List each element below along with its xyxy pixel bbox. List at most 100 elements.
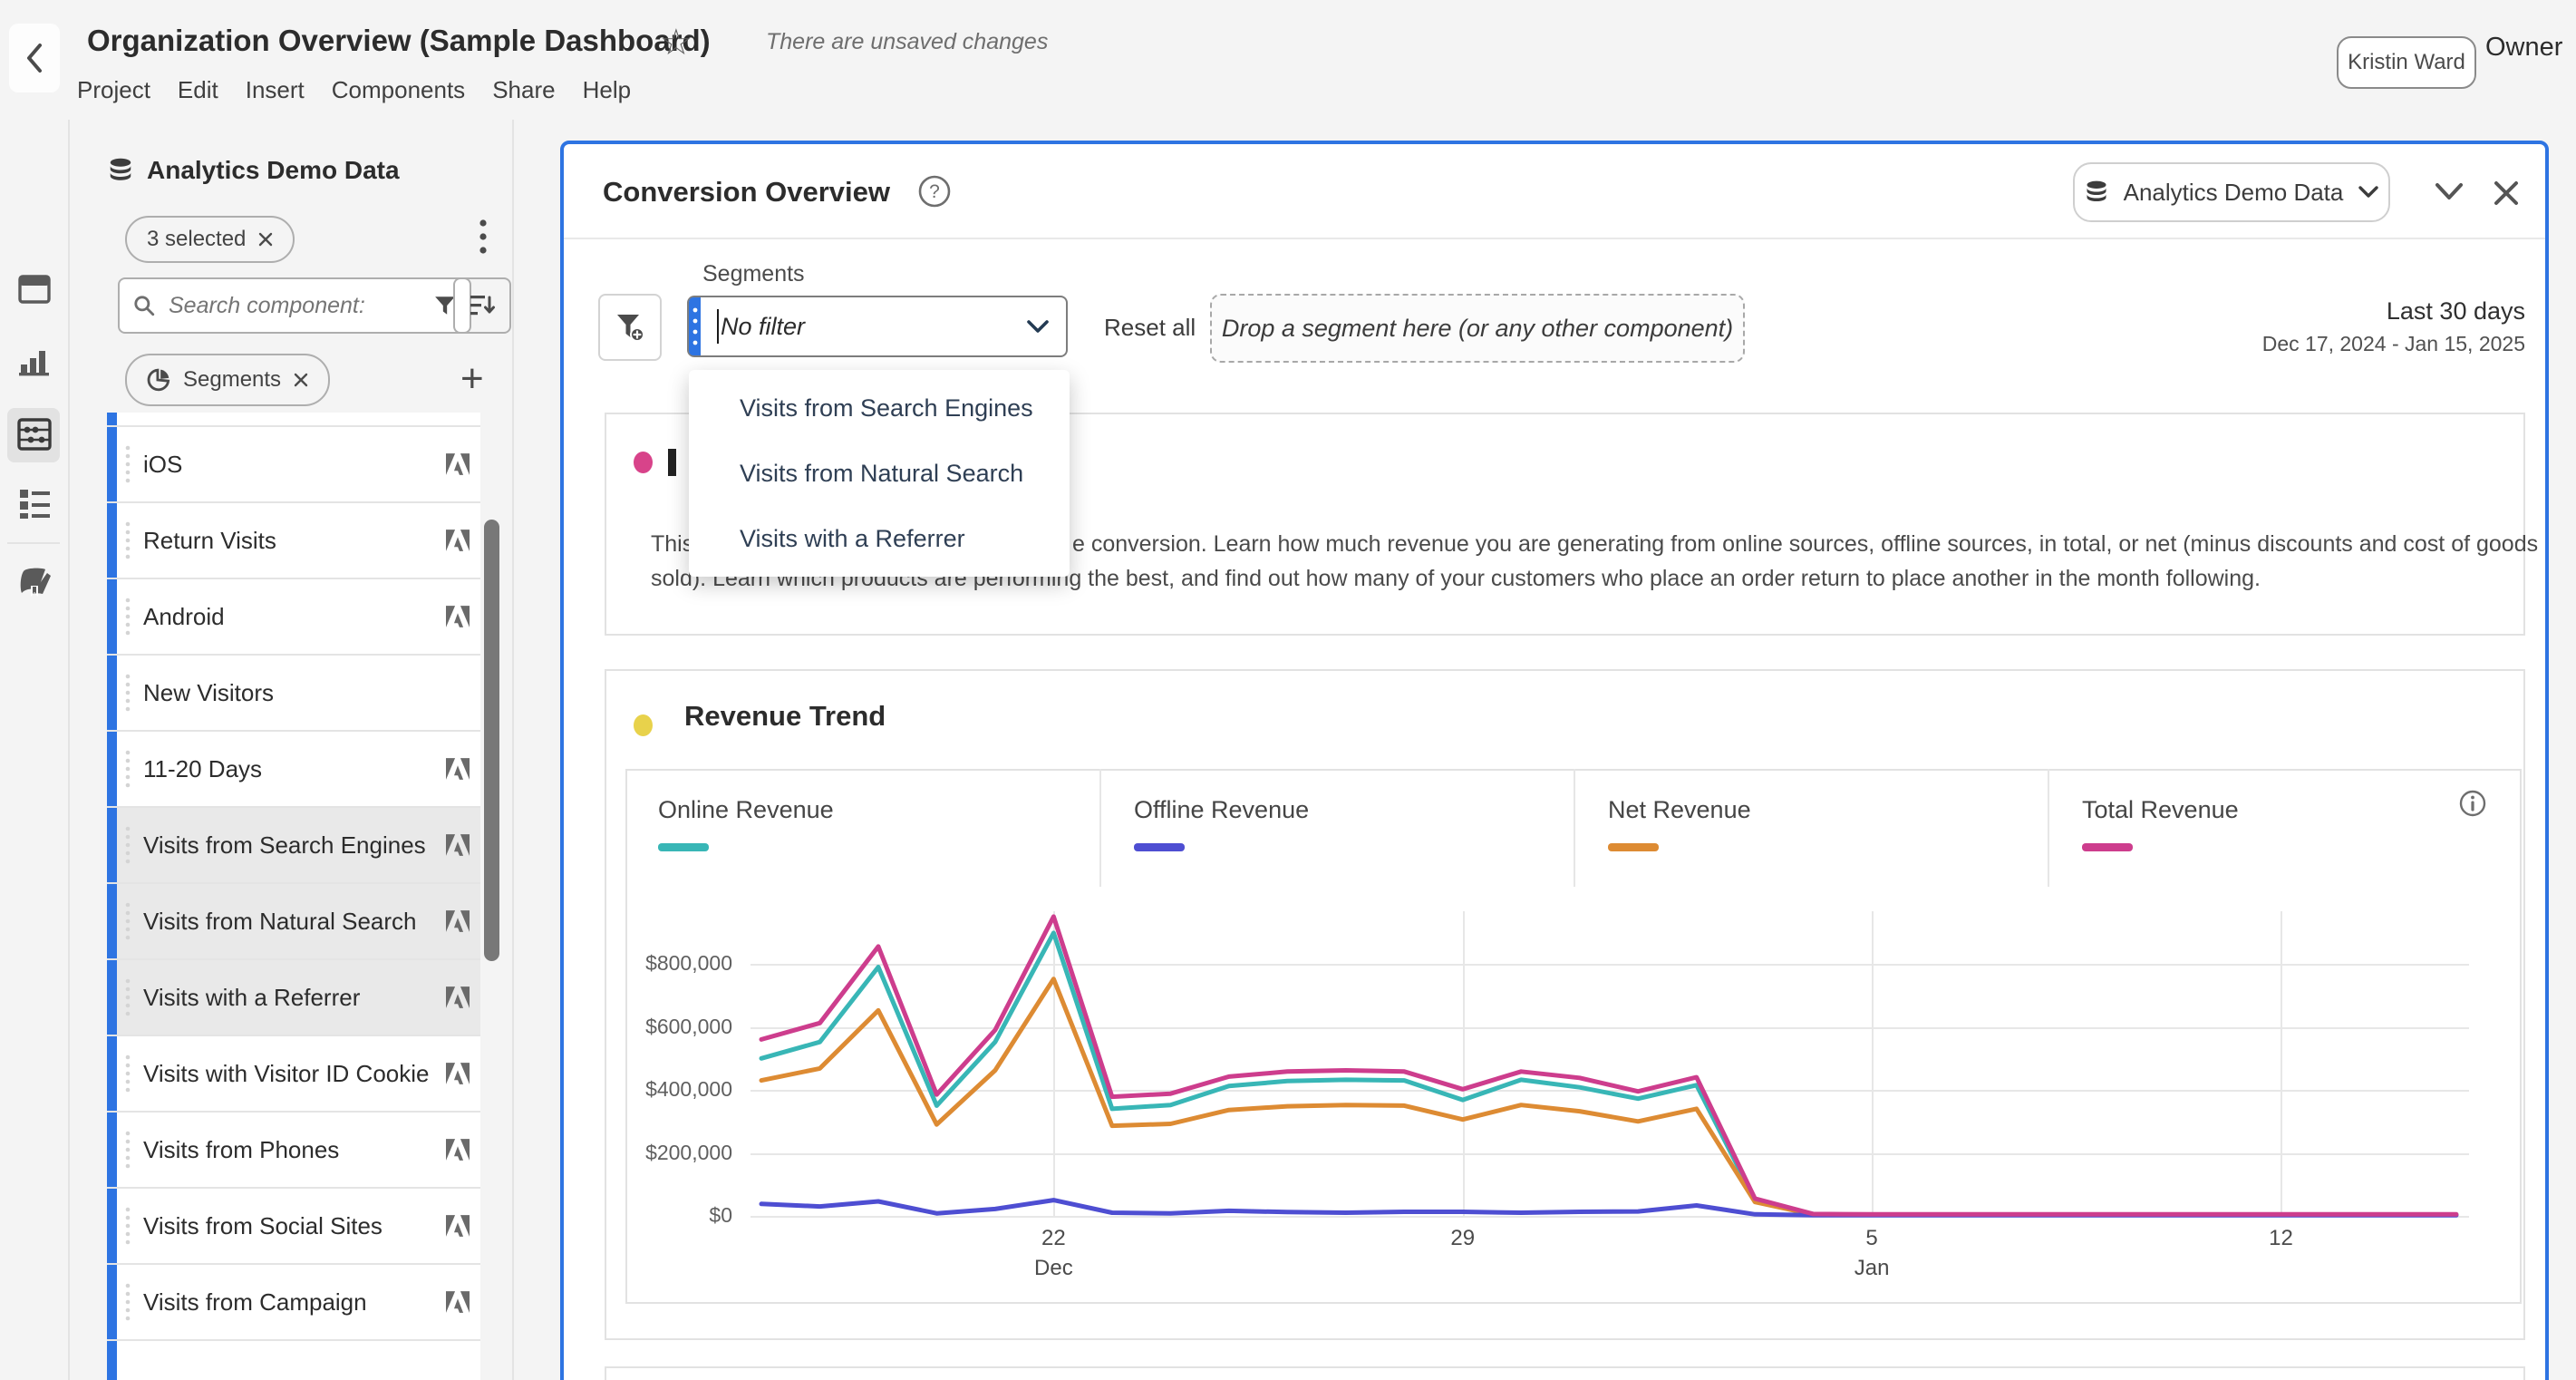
segment-color-bar: [107, 1265, 117, 1339]
chevron-down-icon: [1027, 319, 1049, 333]
segment-color-bar: [107, 808, 117, 882]
drag-dots-icon: [125, 674, 131, 712]
date-range-preset[interactable]: Last 30 days: [2386, 297, 2525, 325]
legend-item[interactable]: Online Revenue: [625, 769, 1099, 887]
panels-icon[interactable]: [17, 274, 52, 305]
segment-item[interactable]: Visits from Natural Search: [107, 884, 480, 960]
filter-funnel-icon[interactable]: [433, 294, 457, 317]
x-axis-month-label: Dec: [1034, 1256, 1073, 1280]
menu-share[interactable]: Share: [492, 76, 556, 103]
filter-add-icon: [617, 315, 644, 342]
segment-item[interactable]: Visits from Phones: [107, 1113, 480, 1189]
components-icon[interactable]: [16, 417, 53, 452]
segment-label: iOS: [143, 450, 183, 478]
drag-dots-icon: [125, 750, 131, 788]
segment-label: Visits with Visitor ID Cookie: [143, 1059, 430, 1087]
segment-item[interactable]: New Visitors: [107, 656, 480, 732]
description-text: e conversion. Learn how much revenue you…: [1072, 531, 2539, 557]
legend-swatch: [1134, 843, 1185, 851]
remove-filter-icon[interactable]: [294, 373, 308, 387]
menu-insert[interactable]: Insert: [245, 76, 305, 103]
menu-components[interactable]: Components: [331, 76, 466, 103]
segment-label: 11-20 Days: [143, 754, 263, 782]
section-title-fragment: [668, 449, 676, 476]
selected-count-chip[interactable]: 3 selected: [125, 216, 295, 263]
segment-color-bar: [107, 732, 117, 806]
adobe-analytics-icon: [446, 453, 470, 475]
visualizations-icon[interactable]: [17, 346, 52, 377]
info-icon[interactable]: [2458, 789, 2487, 818]
segment-drop-zone[interactable]: Drop a segment here (or any other compon…: [1210, 294, 1745, 363]
segments-filter-chip[interactable]: Segments: [125, 354, 331, 406]
segment-filter-value: No filter: [721, 312, 806, 340]
legend-label: Offline Revenue: [1134, 796, 1310, 823]
component-search[interactable]: [118, 277, 471, 334]
adobe-analytics-icon: [446, 606, 470, 627]
sort-button[interactable]: [453, 277, 511, 334]
y-axis-label: $200,000: [645, 1140, 732, 1164]
clear-selection-icon[interactable]: [258, 232, 273, 247]
close-panel-icon[interactable]: [2493, 180, 2520, 207]
dropdown-option[interactable]: Visits from Search Engines: [740, 394, 1033, 422]
panel-dataset-button[interactable]: Analytics Demo Data: [2073, 162, 2390, 222]
left-rail: [0, 120, 70, 1380]
pink-bullet-icon: [634, 452, 653, 473]
segment-item[interactable]: Visits from Social Sites: [107, 1189, 480, 1265]
segment-label: Visits from Campaign: [143, 1288, 367, 1316]
sidebar-scrollbar[interactable]: [484, 520, 499, 961]
add-component-icon[interactable]: +: [460, 356, 484, 401]
legend-item[interactable]: Net Revenue: [1574, 769, 2048, 887]
selected-count-label: 3 selected: [147, 227, 247, 251]
favorite-star-icon[interactable]: ☆: [660, 23, 692, 63]
y-gridline: [751, 1152, 2469, 1155]
learning-book-icon[interactable]: [16, 566, 53, 600]
collapse-panel-icon[interactable]: [2434, 181, 2465, 201]
segment-item[interactable]: Visits from Search Engines: [107, 808, 480, 884]
segment-item[interactable]: Visits with a Referrer: [107, 960, 480, 1036]
drag-dots-icon: [692, 307, 697, 345]
reset-all-link[interactable]: Reset all: [1104, 314, 1196, 341]
panel-dataset-label: Analytics Demo Data: [2123, 178, 2344, 206]
menu-project[interactable]: Project: [77, 76, 150, 103]
back-button[interactable]: [9, 24, 60, 92]
segment-item[interactable]: iOS: [107, 427, 480, 503]
segment-item[interactable]: Visits from Campaign: [107, 1265, 480, 1341]
unsaved-changes-notice: There are unsaved changes: [766, 29, 1049, 54]
y-axis-label: $0: [709, 1203, 732, 1227]
revenue-trend-title: Revenue Trend: [684, 700, 886, 732]
user-button[interactable]: Kristin Ward: [2337, 36, 2476, 89]
search-input[interactable]: [167, 291, 422, 320]
adobe-analytics-icon: [446, 1139, 470, 1161]
x-axis-month-label: Jan: [1854, 1256, 1890, 1280]
adobe-analytics-icon: [446, 530, 470, 551]
segment-item[interactable]: Return Visits: [107, 503, 480, 579]
segment-filter-combobox[interactable]: No filter: [687, 296, 1068, 357]
segment-label: Return Visits: [143, 526, 276, 554]
segment-item[interactable]: Visits with Visitor ID Cookie: [107, 1036, 480, 1113]
legend-label: Total Revenue: [2082, 796, 2239, 823]
dropdown-option[interactable]: Visits with a Referrer: [740, 524, 965, 552]
outline-icon[interactable]: [17, 487, 52, 520]
menu-edit[interactable]: Edit: [177, 76, 218, 103]
legend-item[interactable]: Offline Revenue: [1099, 769, 1574, 887]
more-options-icon[interactable]: [479, 218, 488, 256]
segment-label: Android: [143, 602, 225, 630]
y-axis-label: $600,000: [645, 1014, 732, 1038]
legend-item[interactable]: Total Revenue: [2048, 769, 2522, 887]
segment-label: Visits from Social Sites: [143, 1211, 383, 1239]
segment-list: iOS Return Visits Android New Visitors 11-20…: [107, 413, 480, 1380]
segments-section-label: Segments: [702, 261, 805, 287]
dropdown-option[interactable]: Visits from Natural Search: [740, 459, 1024, 487]
y-axis-label: $800,000: [645, 951, 732, 975]
segment-item[interactable]: Android: [107, 579, 480, 656]
y-gridline: [751, 1090, 2469, 1092]
drag-dots-icon: [125, 1283, 131, 1321]
segment-item[interactable]: 11-20 Days: [107, 732, 480, 808]
drag-handle-bar[interactable]: [689, 297, 701, 355]
menu-help[interactable]: Help: [582, 76, 632, 103]
rail-divider: [7, 542, 60, 544]
add-filter-button[interactable]: [598, 294, 662, 361]
legend-swatch: [658, 843, 709, 851]
help-icon[interactable]: ?: [917, 174, 952, 209]
